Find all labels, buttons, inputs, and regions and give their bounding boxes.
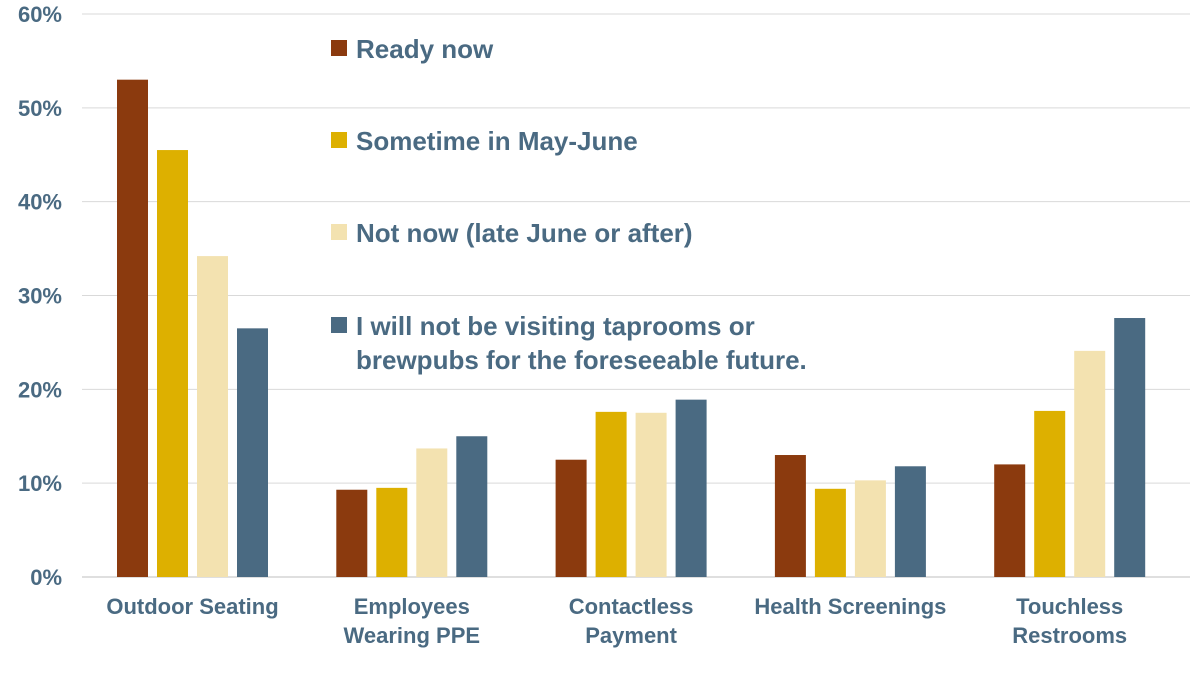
x-category-label: Employees: [354, 594, 470, 619]
bar: [814, 488, 846, 577]
legend-swatch: [331, 132, 347, 148]
bar: [675, 399, 707, 577]
x-category-label: Payment: [585, 623, 677, 648]
bar: [237, 328, 268, 577]
legend: Ready now Sometime in May-June Not now (la…: [331, 34, 807, 375]
bars: [117, 79, 1146, 577]
bar: [994, 464, 1026, 577]
y-tick-label: 10%: [18, 471, 62, 496]
bar: [635, 412, 667, 577]
legend-label: Sometime in May-June: [356, 126, 638, 156]
legend-swatch: [331, 224, 347, 240]
bar: [1114, 318, 1146, 577]
bar: [854, 480, 886, 577]
bar: [197, 256, 228, 577]
x-category-label: Outdoor Seating: [106, 594, 278, 619]
bar: [555, 459, 587, 577]
bar: [336, 489, 368, 577]
x-category-label: Restrooms: [1012, 623, 1127, 648]
y-tick-label: 60%: [18, 2, 62, 27]
bar: [595, 411, 627, 577]
bar: [894, 466, 926, 577]
bar: [456, 436, 488, 577]
x-category-label: Wearing PPE: [344, 623, 481, 648]
bar: [117, 79, 148, 577]
legend-swatch: [331, 40, 347, 56]
legend-label: Not now (late June or after): [356, 218, 693, 248]
x-category-label: Contactless: [569, 594, 694, 619]
bar: [157, 150, 188, 577]
y-tick-label: 40%: [18, 190, 62, 215]
y-tick-label: 50%: [18, 96, 62, 121]
y-tick-label: 20%: [18, 377, 62, 402]
bar: [416, 448, 448, 577]
bar: [774, 455, 806, 577]
legend-swatch: [331, 317, 347, 333]
legend-label: brewpubs for the foreseeable future.: [356, 345, 807, 375]
axes: 0% 10% 20% 30% 40% 50% 60% Outdoor Seating Emplo…: [18, 2, 1127, 648]
x-category-label: Touchless: [1016, 594, 1123, 619]
bar: [1074, 350, 1106, 577]
bar: [376, 487, 408, 577]
y-tick-label: 30%: [18, 284, 62, 309]
x-category-label: Health Screenings: [754, 594, 946, 619]
y-tick-label: 0%: [30, 565, 62, 590]
legend-label: Ready now: [356, 34, 494, 64]
bar: [1034, 410, 1066, 577]
legend-label: I will not be visiting taprooms or: [356, 311, 755, 341]
